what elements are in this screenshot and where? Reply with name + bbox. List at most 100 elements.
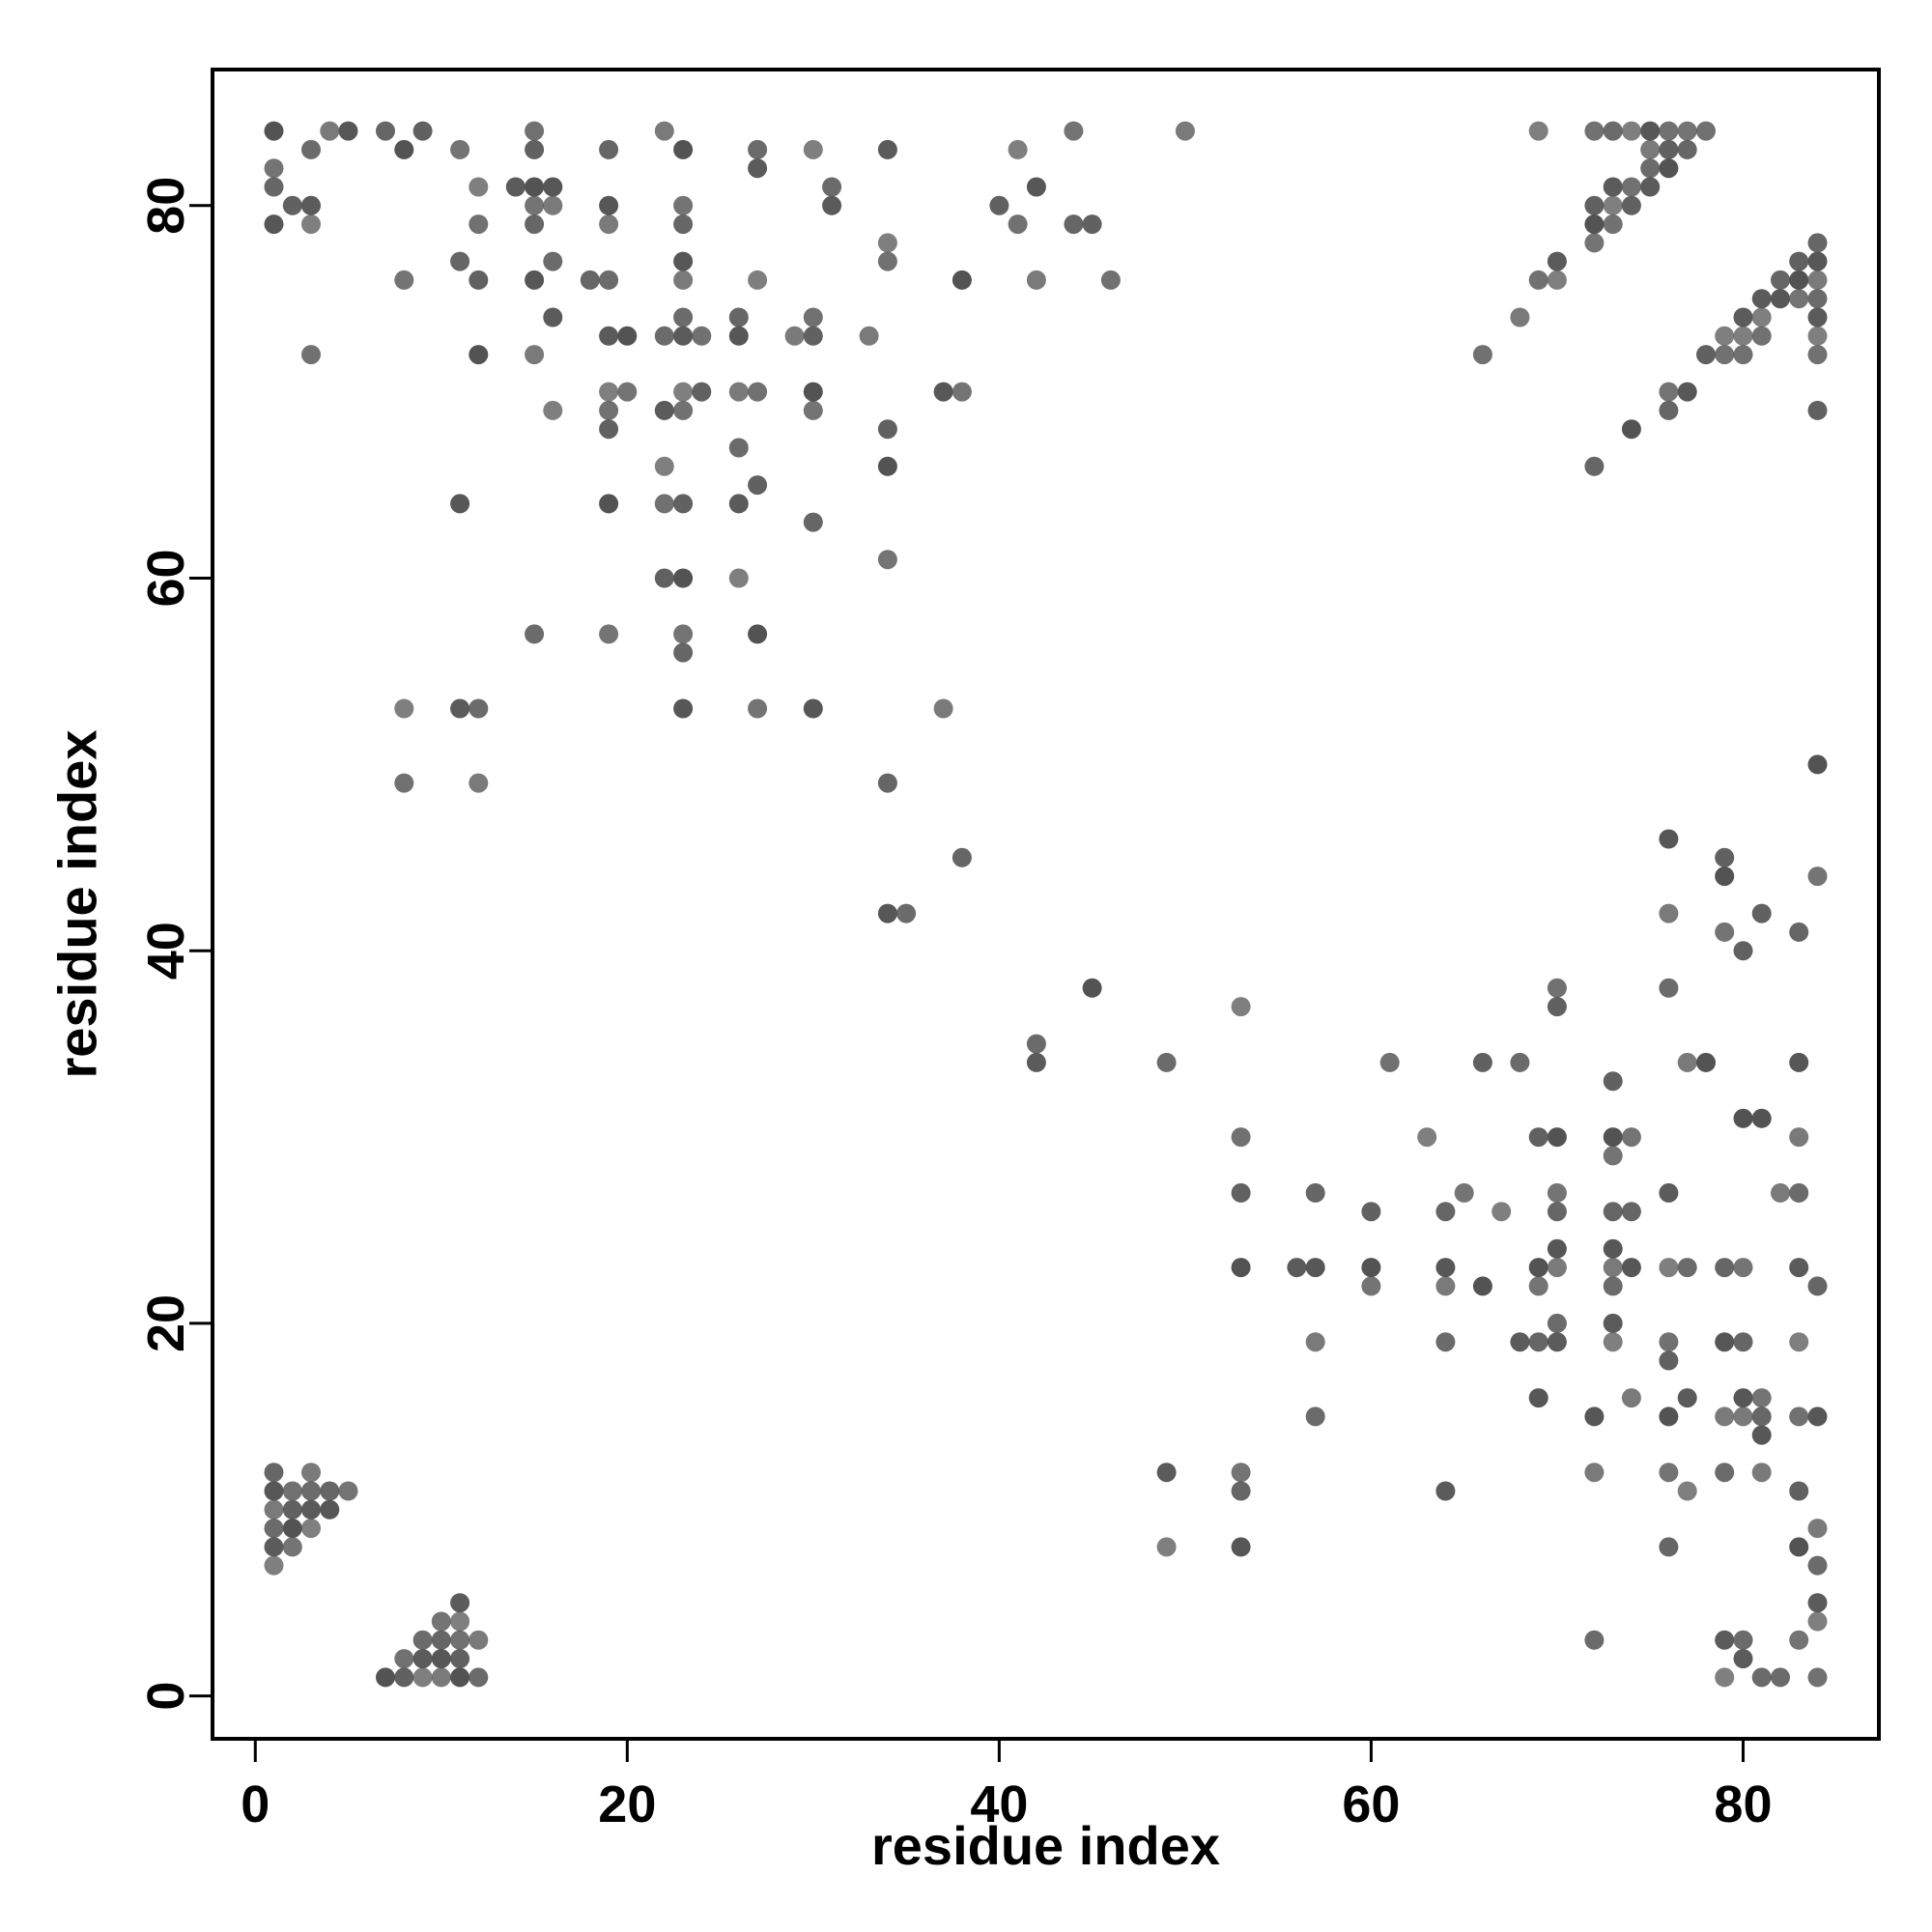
- contact-point: [1771, 1667, 1790, 1688]
- contact-point: [1715, 847, 1735, 867]
- contact-point: [264, 121, 284, 141]
- contact-point: [1807, 867, 1828, 887]
- y-tick-label: 20: [137, 1294, 195, 1352]
- contact-point: [525, 195, 545, 215]
- contact-point: [1603, 214, 1623, 235]
- contact-point: [282, 1499, 302, 1520]
- contact-point: [394, 1667, 414, 1688]
- contact-point: [1807, 326, 1828, 346]
- contact-point: [301, 1481, 321, 1501]
- contact-point: [1789, 1537, 1809, 1557]
- contact-point: [1584, 233, 1605, 253]
- contact-point: [803, 698, 823, 719]
- contact-point: [673, 326, 694, 346]
- contact-point: [1677, 139, 1697, 159]
- points-layer: [264, 121, 1828, 1688]
- contact-point: [1435, 1202, 1456, 1222]
- contact-point: [1659, 1406, 1679, 1427]
- x-tick-label: 60: [1342, 1776, 1400, 1833]
- contact-point: [617, 382, 638, 402]
- contact-point: [748, 139, 768, 159]
- contact-point: [1305, 1332, 1325, 1352]
- contact-point: [1715, 326, 1735, 346]
- contact-point: [1231, 1537, 1251, 1557]
- contact-point: [450, 494, 470, 514]
- contact-point: [1621, 419, 1641, 440]
- contact-point: [1807, 1406, 1828, 1427]
- contact-point: [1064, 121, 1084, 141]
- contact-point: [450, 1667, 470, 1688]
- contact-point: [1621, 1127, 1641, 1148]
- contact-point: [525, 624, 545, 644]
- contact-point: [1659, 978, 1679, 998]
- contact-point: [748, 158, 768, 179]
- contact-point: [431, 1667, 451, 1688]
- contact-point: [654, 121, 674, 141]
- contact-point: [1807, 1593, 1828, 1613]
- contact-point: [1603, 195, 1623, 215]
- contact-point: [338, 121, 358, 141]
- contact-point: [877, 773, 897, 793]
- contact-point: [1807, 1611, 1828, 1632]
- x-tick-label: 0: [241, 1776, 270, 1833]
- contact-point: [1584, 1463, 1605, 1483]
- contact-point: [525, 214, 545, 235]
- contact-point: [1603, 1258, 1623, 1278]
- contact-point: [543, 195, 563, 215]
- contact-point: [1528, 1127, 1548, 1148]
- contact-point: [1156, 1463, 1177, 1483]
- contact-point: [1771, 1182, 1790, 1203]
- contact-point: [1715, 1463, 1735, 1483]
- contact-point: [748, 698, 768, 719]
- contact-point: [1807, 1667, 1828, 1688]
- contact-point: [450, 1649, 470, 1669]
- contact-point: [1751, 1108, 1772, 1128]
- contact-point: [1733, 1649, 1753, 1669]
- contact-point: [1603, 1071, 1623, 1092]
- y-tick-label: 60: [137, 549, 195, 607]
- contact-point: [264, 1481, 284, 1501]
- contact-point: [1603, 1332, 1623, 1352]
- contact-point: [1472, 345, 1492, 365]
- contact-point: [877, 139, 897, 159]
- contact-point: [469, 345, 489, 365]
- contact-point: [376, 121, 395, 141]
- contact-point: [412, 121, 433, 141]
- contact-point: [412, 1667, 433, 1688]
- contact-point: [1231, 1127, 1251, 1148]
- contact-point: [525, 177, 545, 197]
- contact-point: [1807, 270, 1828, 290]
- contact-point: [469, 1667, 489, 1688]
- contact-point: [1305, 1258, 1325, 1278]
- contact-point: [654, 568, 674, 588]
- contact-point: [748, 624, 768, 644]
- contact-point: [1715, 867, 1735, 887]
- contact-point: [394, 698, 414, 719]
- contact-point: [1361, 1276, 1381, 1296]
- contact-point: [673, 568, 694, 588]
- contact-point: [1771, 270, 1790, 290]
- contact-point: [543, 251, 563, 271]
- contact-point: [1659, 400, 1679, 420]
- contact-point: [1584, 1406, 1605, 1427]
- contact-point: [1807, 1555, 1828, 1576]
- contact-point: [505, 177, 526, 197]
- contact-point: [877, 251, 897, 271]
- contact-point: [1751, 326, 1772, 346]
- contact-point: [1082, 214, 1102, 235]
- contact-point: [1677, 1052, 1697, 1072]
- contact-point: [412, 1649, 433, 1669]
- contact-point: [803, 326, 823, 346]
- contact-point: [1603, 1238, 1623, 1259]
- contact-point: [1528, 1388, 1548, 1408]
- contact-point: [543, 307, 563, 327]
- contact-point: [320, 121, 340, 141]
- contact-point: [1807, 1519, 1828, 1539]
- contact-point: [1231, 1463, 1251, 1483]
- contact-point: [1305, 1182, 1325, 1203]
- contact-point: [692, 326, 712, 346]
- contact-point: [1621, 195, 1641, 215]
- contact-point: [673, 400, 694, 420]
- contact-point: [394, 1649, 414, 1669]
- contact-point: [1807, 345, 1828, 365]
